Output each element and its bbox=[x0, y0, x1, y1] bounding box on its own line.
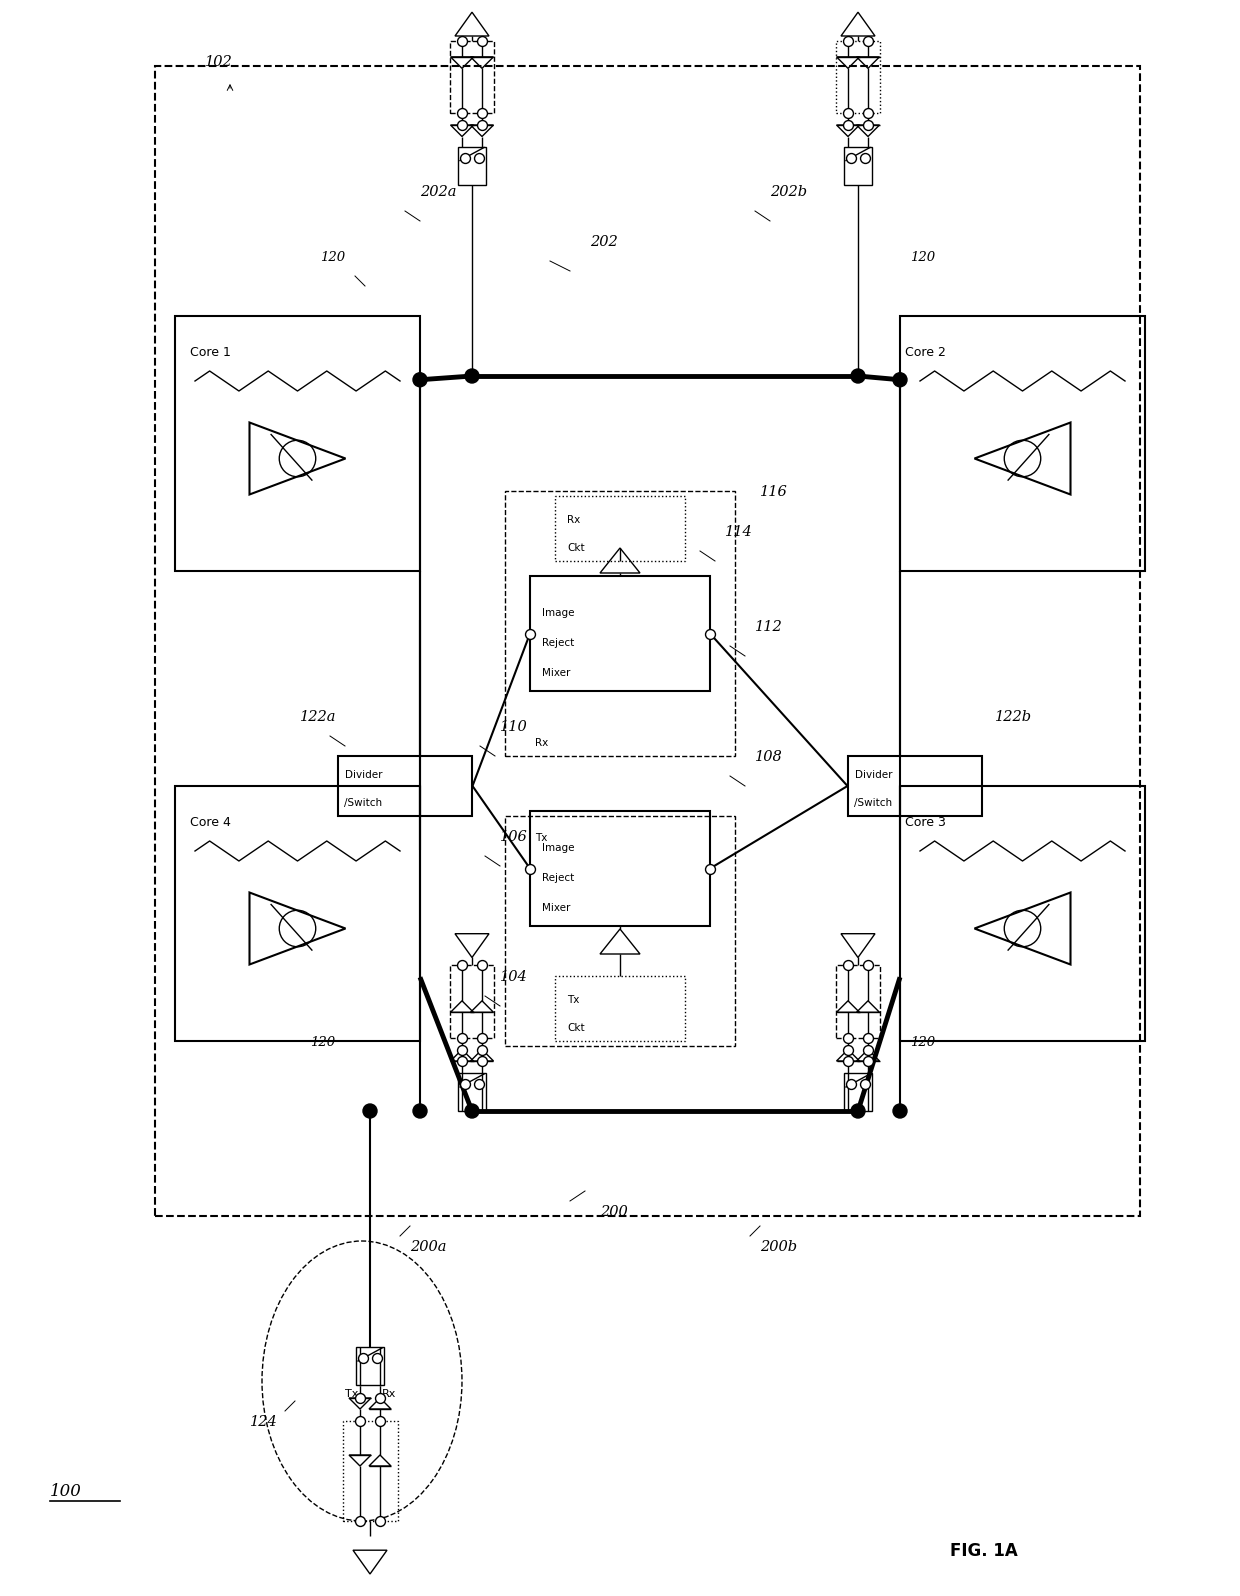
Text: Mixer: Mixer bbox=[542, 669, 570, 678]
Text: 124: 124 bbox=[250, 1416, 278, 1428]
Text: 112: 112 bbox=[755, 619, 782, 634]
Text: 202: 202 bbox=[590, 235, 618, 249]
Text: Reject: Reject bbox=[542, 638, 574, 648]
Text: 120: 120 bbox=[310, 1036, 335, 1049]
Text: Core 4: Core 4 bbox=[190, 816, 231, 828]
Text: 110: 110 bbox=[500, 720, 528, 734]
Text: Ckt: Ckt bbox=[567, 543, 584, 552]
Text: 104: 104 bbox=[500, 970, 528, 985]
Text: Image: Image bbox=[542, 843, 574, 852]
Text: Core 2: Core 2 bbox=[905, 346, 946, 359]
Text: FIG. 1A: FIG. 1A bbox=[950, 1542, 1018, 1559]
Text: Tx: Tx bbox=[345, 1389, 358, 1400]
Text: Rx: Rx bbox=[534, 737, 548, 749]
Text: Divider: Divider bbox=[345, 769, 382, 780]
Text: 202b: 202b bbox=[770, 185, 807, 200]
Text: 120: 120 bbox=[910, 251, 935, 263]
Circle shape bbox=[363, 1104, 377, 1119]
Text: 108: 108 bbox=[755, 750, 782, 764]
Text: 120: 120 bbox=[910, 1036, 935, 1049]
Circle shape bbox=[893, 1104, 906, 1119]
Circle shape bbox=[893, 373, 906, 386]
Text: 202a: 202a bbox=[420, 185, 456, 200]
Text: Divider: Divider bbox=[854, 769, 892, 780]
Text: 200: 200 bbox=[600, 1205, 627, 1219]
Text: 200b: 200b bbox=[760, 1240, 797, 1254]
Text: 102: 102 bbox=[205, 54, 233, 69]
Circle shape bbox=[465, 369, 479, 383]
Text: 114: 114 bbox=[725, 525, 753, 539]
Text: 122b: 122b bbox=[994, 710, 1032, 725]
Text: Image: Image bbox=[542, 608, 574, 618]
Text: Core 1: Core 1 bbox=[190, 346, 231, 359]
Text: Tx: Tx bbox=[534, 833, 547, 843]
Text: Mixer: Mixer bbox=[542, 903, 570, 913]
Text: Ckt: Ckt bbox=[567, 1023, 584, 1033]
Text: 116: 116 bbox=[760, 485, 787, 500]
Text: Core 3: Core 3 bbox=[905, 816, 946, 828]
Text: Rx: Rx bbox=[382, 1389, 397, 1400]
Text: Reject: Reject bbox=[542, 873, 574, 883]
Circle shape bbox=[851, 1104, 866, 1119]
Text: 122a: 122a bbox=[300, 710, 336, 725]
Text: 200a: 200a bbox=[410, 1240, 446, 1254]
Circle shape bbox=[465, 1104, 479, 1119]
Circle shape bbox=[413, 1104, 427, 1119]
Text: /Switch: /Switch bbox=[345, 798, 383, 808]
Text: /Switch: /Switch bbox=[854, 798, 893, 808]
Circle shape bbox=[413, 373, 427, 386]
Text: 120: 120 bbox=[320, 251, 345, 263]
Text: 100: 100 bbox=[50, 1483, 82, 1500]
Text: Rx: Rx bbox=[567, 516, 580, 525]
Text: 106: 106 bbox=[500, 830, 528, 844]
Circle shape bbox=[851, 369, 866, 383]
Text: Tx: Tx bbox=[567, 994, 579, 1005]
